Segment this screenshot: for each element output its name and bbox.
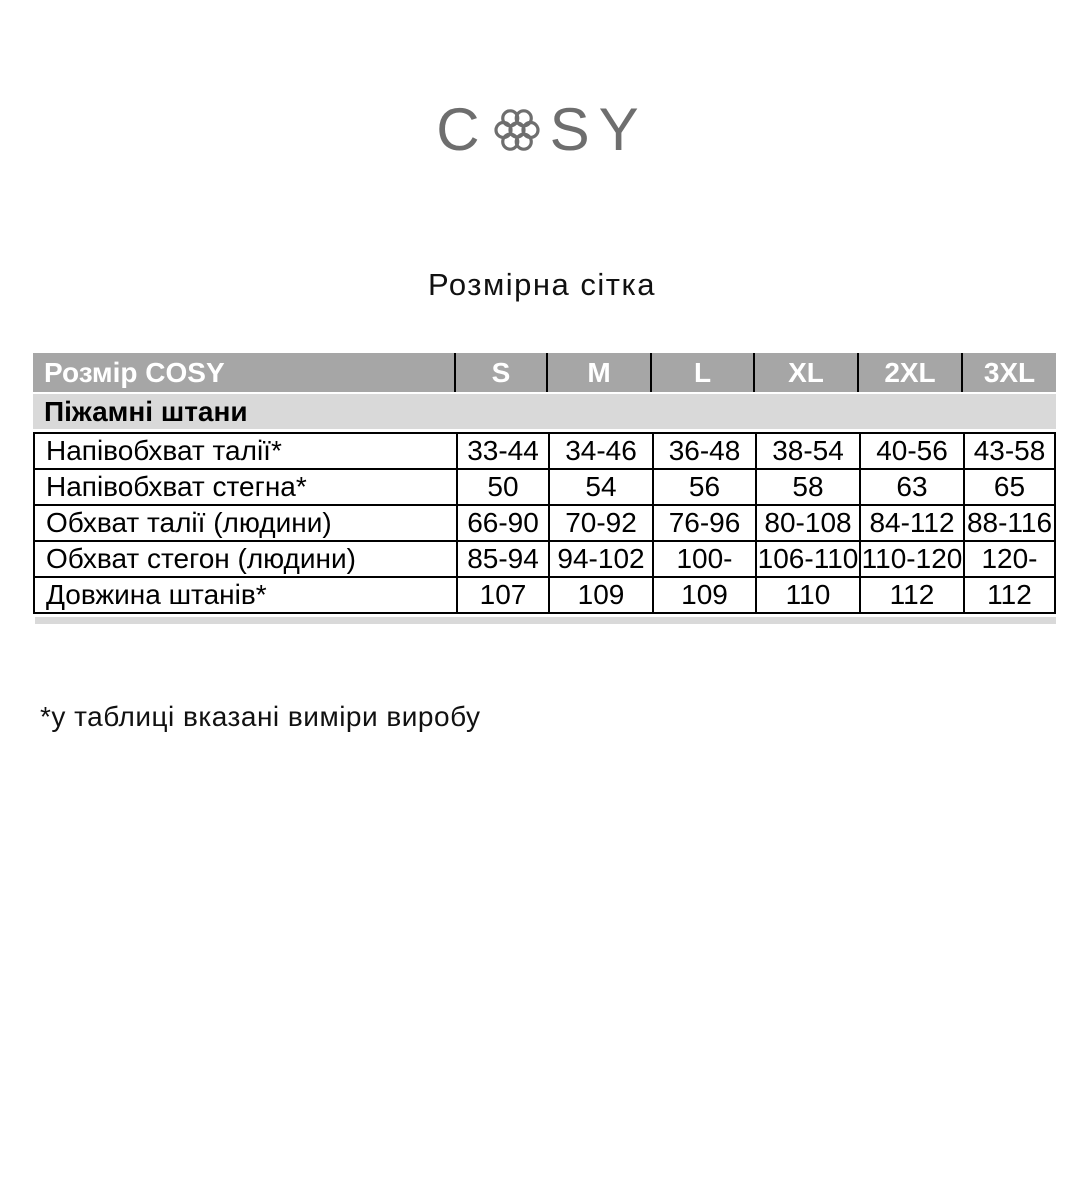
cell-value: 110 bbox=[755, 578, 859, 612]
cell-value: 94-102 bbox=[548, 542, 652, 576]
row-label: Напівобхват талії* bbox=[35, 434, 456, 468]
header-label: Розмір COSY bbox=[33, 353, 454, 392]
row-label: Довжина штанів* bbox=[35, 578, 456, 612]
header-size-2xl: 2XL bbox=[857, 353, 961, 392]
cell-value: 100-106 bbox=[652, 542, 755, 576]
table-body: Напівобхват талії* 33-44 34-46 36-48 38-… bbox=[33, 432, 1056, 614]
cell-value: 63 bbox=[859, 470, 963, 504]
cell-value: 112 bbox=[963, 578, 1054, 612]
table-row: Обхват талії (людини) 66-90 70-92 76-96 … bbox=[35, 504, 1054, 540]
header-size-xl: XL bbox=[753, 353, 857, 392]
cell-value: 120-124 bbox=[963, 542, 1054, 576]
cell-value: 107 bbox=[456, 578, 548, 612]
cell-value: 43-58 bbox=[963, 434, 1054, 468]
cell-value: 36-48 bbox=[652, 434, 755, 468]
cell-value: 34-46 bbox=[548, 434, 652, 468]
table-header-row: Розмір COSY S M L XL 2XL 3XL bbox=[33, 353, 1056, 392]
table-row: Напівобхват талії* 33-44 34-46 36-48 38-… bbox=[35, 434, 1054, 468]
table-row: Довжина штанів* 107 109 109 110 112 112 bbox=[35, 576, 1054, 612]
cell-value: 70-92 bbox=[548, 506, 652, 540]
page-title: Розмірна сітка bbox=[428, 267, 656, 302]
header-size-l: L bbox=[650, 353, 753, 392]
cell-value: 112 bbox=[859, 578, 963, 612]
size-table: Розмір COSY S M L XL 2XL 3XL Піжамні шта… bbox=[33, 353, 1056, 624]
logo-letter-c: C bbox=[436, 96, 480, 163]
cell-value: 80-108 bbox=[755, 506, 859, 540]
header-size-3xl: 3XL bbox=[961, 353, 1056, 392]
cell-value: 109 bbox=[548, 578, 652, 612]
cell-value: 106-110 bbox=[755, 542, 859, 576]
cell-value: 88-116 bbox=[963, 506, 1054, 540]
cell-value: 109 bbox=[652, 578, 755, 612]
table-row: Обхват стегон (людини) 85-94 94-102 100-… bbox=[35, 540, 1054, 576]
cell-value: 58 bbox=[755, 470, 859, 504]
table-row: Напівобхват стегна* 50 54 56 58 63 65 bbox=[35, 468, 1054, 504]
cell-value: 33-44 bbox=[456, 434, 548, 468]
cell-value: 85-94 bbox=[456, 542, 548, 576]
logo-letters-sy: SY bbox=[549, 96, 648, 163]
cell-value: 56 bbox=[652, 470, 755, 504]
section-row: Піжамні штани bbox=[33, 394, 1056, 429]
cell-value: 54 bbox=[548, 470, 652, 504]
cell-value: 38-54 bbox=[755, 434, 859, 468]
cell-value: 76-96 bbox=[652, 506, 755, 540]
cell-value: 65 bbox=[963, 470, 1054, 504]
cell-value: 84-112 bbox=[859, 506, 963, 540]
row-label: Напівобхват стегна* bbox=[35, 470, 456, 504]
row-label: Обхват талії (людини) bbox=[35, 506, 456, 540]
cell-value: 50 bbox=[456, 470, 548, 504]
footnote: *у таблиці вказані виміри виробу bbox=[40, 701, 481, 732]
cell-value: 66-90 bbox=[456, 506, 548, 540]
cell-value: 40-56 bbox=[859, 434, 963, 468]
flower-icon bbox=[494, 109, 540, 151]
header-size-m: M bbox=[546, 353, 650, 392]
table-shadow bbox=[35, 617, 1056, 624]
header-size-s: S bbox=[454, 353, 546, 392]
cell-value: 110-120 bbox=[859, 542, 963, 576]
cosy-logo: C SY bbox=[0, 98, 1084, 162]
row-label: Обхват стегон (людини) bbox=[35, 542, 456, 576]
